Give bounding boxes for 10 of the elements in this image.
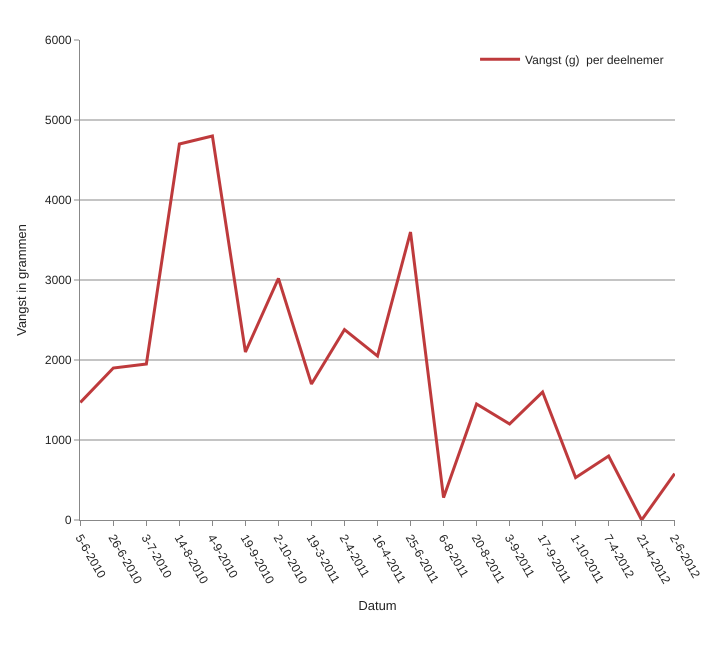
y-tick-label: 0	[64, 513, 72, 528]
y-tick-label: 1000	[44, 433, 72, 448]
y-tick-label: 6000	[44, 33, 72, 48]
y-tick-label: 2000	[44, 353, 72, 368]
legend-label: Vangst (g) per deelnemer	[525, 52, 664, 67]
y-tick-label: 4000	[44, 193, 72, 208]
x-axis-title: Datum	[358, 598, 397, 614]
y-tick-label: 3000	[44, 273, 72, 288]
y-axis-title: Vangst in grammen	[14, 224, 29, 336]
y-tick-label: 5000	[44, 113, 72, 128]
